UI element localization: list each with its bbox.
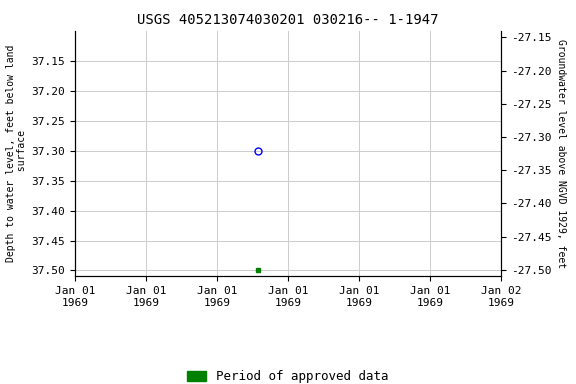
Title: USGS 405213074030201 030216-- 1-1947: USGS 405213074030201 030216-- 1-1947 (137, 13, 439, 27)
Y-axis label: Groundwater level above NGVD 1929, feet: Groundwater level above NGVD 1929, feet (555, 39, 566, 268)
Legend: Period of approved data: Period of approved data (183, 365, 393, 384)
Y-axis label: Depth to water level, feet below land
 surface: Depth to water level, feet below land su… (6, 45, 27, 262)
